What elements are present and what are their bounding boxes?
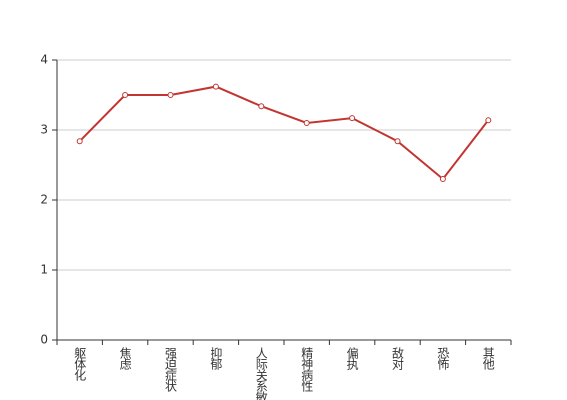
point xyxy=(485,117,492,124)
y-tick-label: 4 xyxy=(40,53,48,67)
y-tick-label: 0 xyxy=(40,333,48,347)
y-tick-label: 1 xyxy=(40,263,48,277)
y-tick-label: 2 xyxy=(40,193,48,207)
x-tick-label: 焦虑 xyxy=(118,347,132,370)
point xyxy=(303,120,310,126)
x-tick-label: 其他 xyxy=(481,347,495,370)
line xyxy=(78,85,490,181)
point xyxy=(258,103,265,110)
x-tick-label: 敌对 xyxy=(391,346,405,370)
x-tick-label: 偏执 xyxy=(345,346,359,371)
point xyxy=(439,176,446,182)
x-tick-label: 躯体化 xyxy=(73,346,87,382)
x-tick-label: 抑郁 xyxy=(209,346,223,371)
point xyxy=(394,138,401,145)
x-tick-label: 恐怖 xyxy=(436,347,450,370)
point xyxy=(212,83,219,90)
y-tick-label: 3 xyxy=(40,123,48,137)
x-tick-label: 精神病性 xyxy=(300,347,314,393)
point xyxy=(349,115,356,122)
point xyxy=(122,92,129,98)
point xyxy=(167,92,174,98)
x-tick-label: 强迫症状 xyxy=(164,347,178,392)
point xyxy=(76,138,83,145)
x-tick-label: 人际关系敏感 xyxy=(254,347,268,400)
